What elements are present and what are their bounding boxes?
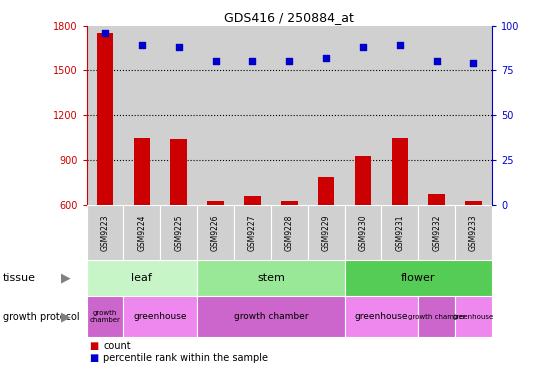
Title: GDS416 / 250884_at: GDS416 / 250884_at [224,11,354,25]
Bar [318,176,334,205]
Text: GSM9223: GSM9223 [101,214,110,251]
Bar [381,26,418,205]
Text: GSM9228: GSM9228 [285,214,294,251]
Bar [160,205,197,260]
Bar [428,194,445,205]
Text: GSM9233: GSM9233 [469,214,478,251]
Text: GSM9225: GSM9225 [174,214,183,251]
Text: percentile rank within the sample: percentile rank within the sample [103,353,268,363]
Bar [307,26,344,205]
Bar [97,33,113,205]
Bar [87,26,124,205]
Point [248,59,257,64]
Bar [124,26,160,205]
Bar [344,205,381,260]
Text: growth
chamber: growth chamber [89,310,121,323]
Bar [455,26,492,205]
Text: GSM9224: GSM9224 [138,214,146,251]
Point [321,55,330,61]
Text: tissue: tissue [3,273,36,283]
Text: ■: ■ [89,341,99,351]
Text: growth chamber: growth chamber [234,312,308,321]
Text: GSM9226: GSM9226 [211,214,220,251]
Point [138,42,146,48]
Text: GSM9230: GSM9230 [358,214,367,251]
Bar [197,26,234,205]
Bar [134,138,150,205]
Text: GSM9229: GSM9229 [321,214,330,251]
Bar [354,156,371,205]
Text: stem: stem [257,273,285,283]
Point [432,59,441,64]
Text: GSM9227: GSM9227 [248,214,257,251]
Bar [170,139,187,205]
Bar [344,26,381,205]
Bar [307,205,344,260]
Bar [197,260,344,296]
Bar [87,296,124,337]
Bar [281,201,297,205]
Text: leaf: leaf [131,273,153,283]
Text: growth chamber: growth chamber [408,314,466,320]
Point [469,60,478,66]
Bar [234,205,271,260]
Bar [418,26,455,205]
Text: greenhouse: greenhouse [453,314,494,320]
Bar [197,205,234,260]
Text: ▶: ▶ [61,272,71,285]
Bar [160,26,197,205]
Point [211,59,220,64]
Bar [197,296,344,337]
Point [101,30,110,36]
Bar [391,138,408,205]
Bar [271,26,307,205]
Bar [455,296,492,337]
Bar [381,205,418,260]
Bar [344,296,418,337]
Text: ■: ■ [89,353,99,363]
Bar [87,205,124,260]
Bar [234,26,271,205]
Text: growth protocol: growth protocol [3,311,79,322]
Point [395,42,404,48]
Text: ▶: ▶ [61,310,71,323]
Bar [418,296,455,337]
Bar [455,205,492,260]
Point [174,44,183,50]
Text: greenhouse: greenhouse [134,312,187,321]
Bar [124,296,197,337]
Point [358,44,367,50]
Text: count: count [103,341,131,351]
Bar [207,201,224,205]
Text: GSM9231: GSM9231 [395,214,404,251]
Bar [124,205,160,260]
Bar [344,260,492,296]
Bar [465,201,482,205]
Bar [418,205,455,260]
Bar [271,205,307,260]
Bar [244,196,260,205]
Bar [87,260,197,296]
Text: flower: flower [401,273,435,283]
Text: greenhouse: greenhouse [354,312,408,321]
Point [285,59,294,64]
Text: GSM9232: GSM9232 [432,214,441,251]
